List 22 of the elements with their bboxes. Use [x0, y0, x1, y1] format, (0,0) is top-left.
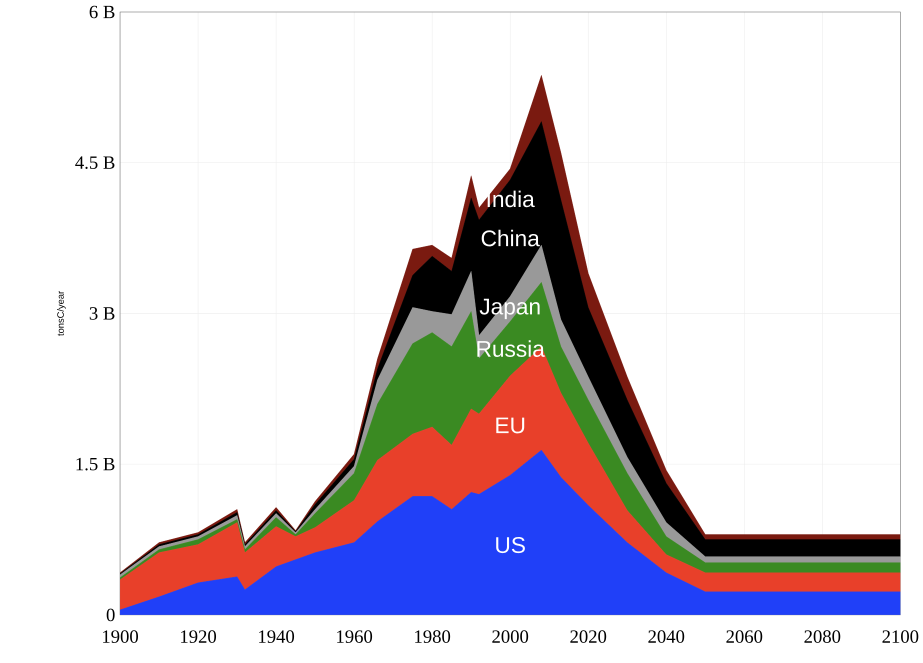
x-tick-label: 1900	[103, 630, 138, 643]
series-label: China	[482, 230, 540, 246]
x-tick-label: 1960	[337, 630, 372, 643]
y-tick-label: 0	[106, 608, 115, 622]
x-tick-label: 2080	[804, 630, 840, 643]
x-tick-label: 1980	[415, 630, 450, 643]
x-tick-label: 2040	[648, 630, 684, 643]
series-label: India	[488, 190, 535, 208]
x-tick-label: 2020	[570, 630, 606, 643]
x-tick-label: 2100	[882, 630, 918, 643]
series-label: EU	[496, 418, 524, 434]
series-label: Russia	[477, 340, 545, 357]
y-tick-label: 1.5 B	[76, 458, 114, 471]
y-tick-label: 6 B	[90, 6, 114, 18]
y-tick-label: 3 B	[90, 307, 114, 320]
series-label: US	[496, 537, 525, 554]
y-tick-label: 4.5 B	[75, 156, 114, 170]
x-tick-label: 2060	[726, 630, 762, 643]
x-tick-label: 2000	[492, 630, 528, 643]
x-tick-label: 1940	[259, 630, 294, 643]
y-axis-title: tonsC/year	[57, 291, 66, 336]
x-tick-label: 1920	[181, 630, 216, 643]
